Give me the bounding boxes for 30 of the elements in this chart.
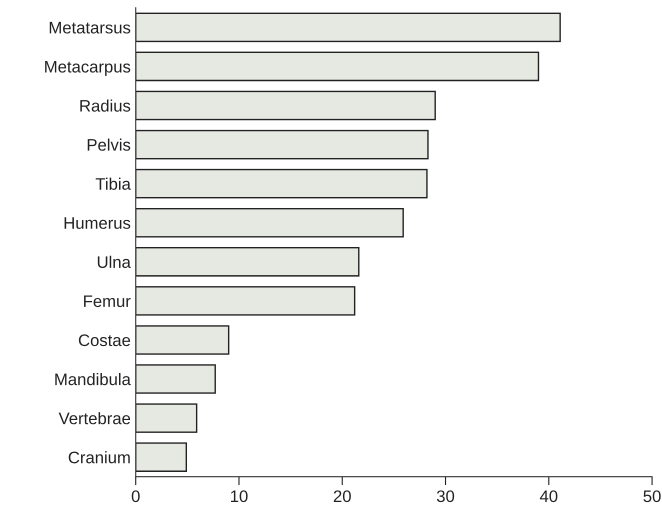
bar xyxy=(136,208,404,238)
y-tick-label: Tibia xyxy=(96,178,131,190)
x-tick-label: 40 xyxy=(540,490,558,502)
y-tick-label: Vertebrae xyxy=(58,412,130,424)
y-tick-label: Humerus xyxy=(64,217,130,229)
y-tick-label: Mandibula xyxy=(55,372,131,386)
bar xyxy=(136,52,540,82)
bar xyxy=(136,12,561,42)
x-tick-label: 10 xyxy=(230,490,248,502)
y-tick-label: Costae xyxy=(78,334,130,346)
x-tick-label: 20 xyxy=(334,490,351,502)
bar xyxy=(136,90,436,120)
y-tick-label: Metatarsus xyxy=(50,22,130,34)
y-tick-label: Cranium xyxy=(68,451,130,464)
y-tick-label: Ulna xyxy=(98,256,131,268)
y-tick-label: Femur xyxy=(84,295,131,308)
bar xyxy=(136,130,429,160)
bar xyxy=(136,325,230,355)
x-tick-label: 50 xyxy=(643,490,661,502)
y-tick-label: Pelvis xyxy=(88,138,130,151)
bar xyxy=(136,403,198,433)
x-tick-label: 30 xyxy=(436,490,454,502)
bar xyxy=(136,247,360,277)
bar xyxy=(136,286,356,316)
y-tick-label: Radius xyxy=(80,99,130,112)
y-tick-label: Metacarpus xyxy=(45,61,130,76)
bar xyxy=(136,168,428,198)
x-tick-label: 0 xyxy=(132,490,140,502)
bar xyxy=(136,364,216,394)
bar xyxy=(136,442,188,472)
